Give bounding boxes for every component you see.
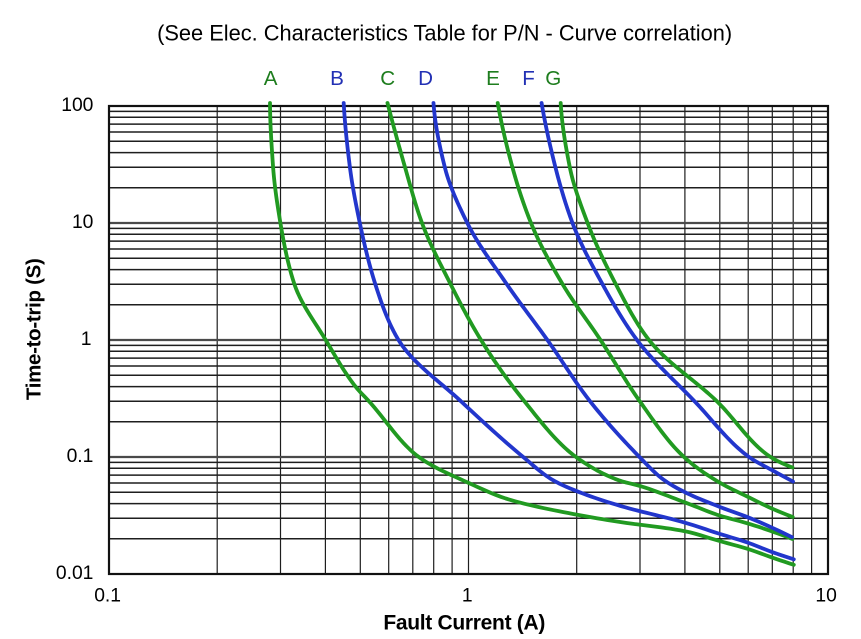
svg-text:0.1: 0.1 bbox=[67, 446, 94, 467]
svg-text:0.01: 0.01 bbox=[56, 563, 94, 584]
svg-text:10: 10 bbox=[72, 212, 93, 233]
svg-text:Fault Current (A): Fault Current (A) bbox=[383, 612, 545, 635]
svg-text:F: F bbox=[522, 67, 535, 90]
svg-text:0.1: 0.1 bbox=[94, 586, 121, 607]
svg-text:1: 1 bbox=[462, 586, 473, 607]
svg-text:D: D bbox=[418, 67, 433, 90]
svg-text:A: A bbox=[264, 67, 278, 90]
svg-text:Time-to-trip (S): Time-to-trip (S) bbox=[22, 258, 45, 400]
svg-text:(See Elec. Characteristics Tab: (See Elec. Characteristics Table for P/N… bbox=[157, 21, 732, 46]
svg-text:100: 100 bbox=[61, 95, 93, 116]
svg-text:G: G bbox=[545, 67, 561, 90]
svg-text:10: 10 bbox=[815, 586, 836, 607]
svg-text:1: 1 bbox=[81, 329, 92, 350]
svg-text:E: E bbox=[486, 67, 500, 90]
svg-text:B: B bbox=[330, 67, 344, 90]
svg-text:C: C bbox=[380, 67, 395, 90]
